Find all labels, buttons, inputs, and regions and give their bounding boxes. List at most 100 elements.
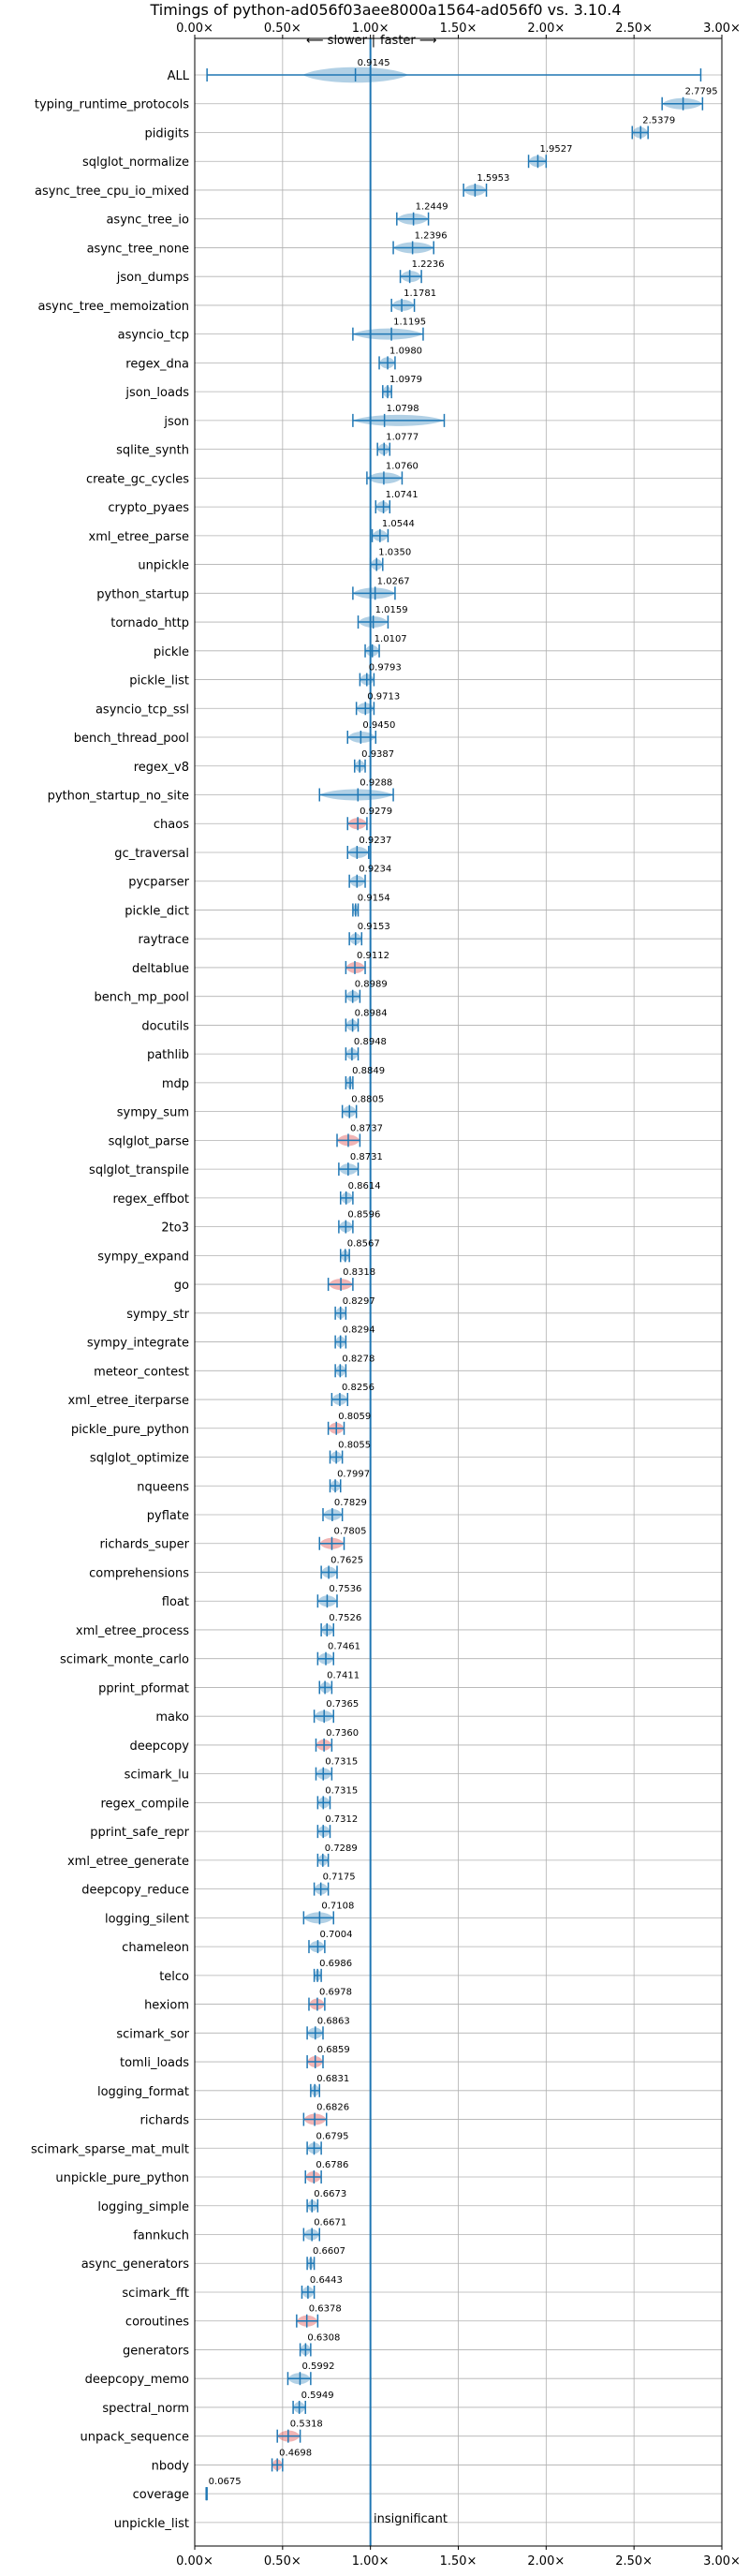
benchmark-label: hexiom: [144, 1999, 189, 2013]
x-axis-ticks: 0.00× 0.00× 0.50× 0.50× 1.00× 1.00× 1.50× 1.50×…: [176, 22, 741, 2569]
benchmark-label: regex_v8: [134, 761, 189, 775]
value-label: 0.6786: [316, 2160, 348, 2170]
x-tick-label-bottom: 2.00×: [527, 2554, 565, 2569]
benchmark-label: telco: [159, 1970, 189, 1984]
value-label: 0.9793: [369, 663, 402, 674]
benchmark-label: generators: [123, 2344, 189, 2358]
benchmark-label: sympy_expand: [97, 1250, 189, 1264]
benchmark-label: ALL: [168, 69, 190, 83]
value-label: 1.0741: [386, 490, 419, 500]
value-label: 0.8297: [343, 1296, 375, 1307]
value-label: 1.0159: [375, 605, 408, 615]
value-label: 0.9154: [358, 893, 390, 903]
value-label: 0.6863: [317, 2016, 350, 2026]
value-label: 1.0267: [377, 576, 410, 586]
x-tick-label-top: 3.00×: [703, 22, 741, 36]
value-label: 0.8294: [343, 1325, 375, 1336]
x-tick-label-top: 1.50×: [440, 22, 477, 36]
value-label: 0.7108: [321, 1901, 354, 1911]
benchmark-label: pidigits: [145, 126, 190, 141]
value-label: 1.0544: [382, 519, 415, 529]
x-tick-label-bottom: 0.00×: [176, 2554, 213, 2569]
value-label: 0.6378: [309, 2304, 342, 2315]
x-tick-label-bottom: 2.50×: [615, 2554, 653, 2569]
benchmark-label: pprint_safe_repr: [90, 1826, 189, 1840]
value-label: 0.9279: [360, 807, 392, 817]
value-label: 0.6986: [319, 1959, 352, 1969]
benchmark-label: sqlglot_transpile: [89, 1163, 189, 1177]
benchmark-label: xml_etree_iterparse: [67, 1394, 189, 1408]
value-label: 1.0107: [374, 634, 407, 644]
value-label: 0.8567: [347, 1238, 380, 1249]
benchmark-label: coverage: [133, 2488, 189, 2502]
value-label: 0.6673: [314, 2189, 346, 2199]
value-label: 0.6978: [319, 1988, 352, 1998]
benchmark-label: pickle_list: [129, 674, 189, 688]
value-label: 0.9234: [359, 865, 391, 875]
x-tick-label-top: 2.50×: [615, 22, 653, 36]
insignificant-label: insignificant: [374, 2512, 448, 2526]
benchmark-label: deepcopy_memo: [85, 2373, 189, 2387]
value-label: 1.1781: [404, 289, 436, 299]
benchmark-label: crypto_pyaes: [108, 501, 189, 515]
x-tick-label-top: 0.50×: [264, 22, 301, 36]
value-label: 0.9713: [367, 691, 400, 702]
benchmark-label: logging_format: [97, 2085, 189, 2099]
value-label: 0.5318: [290, 2420, 323, 2430]
benchmark-label: unpickle: [138, 559, 189, 573]
x-tick-label-bottom: 1.50×: [440, 2554, 477, 2569]
value-labels: 0.9145 2.7795 2.5379 1.9527 1.5953 1.2449 1.23…: [209, 58, 718, 2487]
value-label: 0.8948: [354, 1037, 387, 1047]
value-label: 1.0760: [386, 461, 419, 471]
benchmark-label: xml_etree_generate: [67, 1855, 189, 1869]
value-label: 1.2449: [416, 202, 448, 213]
value-label: 0.9450: [362, 720, 395, 731]
value-label: 0.9237: [359, 836, 391, 846]
benchmark-label: chaos: [154, 818, 189, 832]
benchmark-label: richards: [140, 2114, 190, 2128]
value-label: 0.7004: [319, 1930, 352, 1940]
benchmark-label: sqlglot_normalize: [82, 155, 189, 170]
x-tick-label-top: 0.00×: [176, 22, 213, 36]
benchmark-label: chameleon: [122, 1941, 189, 1955]
benchmark-label: coroutines: [125, 2316, 189, 2330]
value-label: 0.7315: [325, 1785, 358, 1796]
benchmark-label: typing_runtime_protocols: [35, 98, 189, 112]
benchmark-label: asyncio_tcp: [118, 329, 189, 343]
benchmark-label: async_tree_memoization: [37, 300, 189, 314]
benchmark-label: bench_thread_pool: [74, 732, 189, 746]
benchmark-label: deltablue: [132, 962, 189, 976]
value-label: 0.7289: [325, 1843, 358, 1854]
benchmark-label: raytrace: [138, 933, 189, 947]
value-label: 1.0350: [378, 548, 411, 558]
value-label: 2.7795: [685, 87, 718, 97]
value-label: 0.7526: [329, 1613, 361, 1623]
value-label: 1.0979: [389, 375, 422, 385]
value-label: 0.6795: [316, 2131, 349, 2141]
value-label: 0.8059: [338, 1412, 371, 1422]
benchmark-label: json: [163, 415, 189, 429]
plot-frame: [194, 37, 723, 2547]
value-label: 0.7411: [327, 1670, 360, 1680]
benchmark-label: 2to3: [161, 1221, 189, 1236]
benchmark-label: fannkuch: [133, 2229, 189, 2243]
benchmark-label: bench_mp_pool: [94, 991, 189, 1005]
benchmark-label: scimark_monte_carlo: [60, 1653, 189, 1667]
value-label: 2.5379: [642, 115, 675, 126]
x-tick-label-top: 2.00×: [527, 22, 565, 36]
faster-label: faster ⟶: [380, 34, 437, 48]
benchmark-label: unpack_sequence: [80, 2431, 189, 2445]
value-label: 0.7461: [328, 1642, 360, 1652]
benchmark-label: scimark_sor: [116, 2027, 189, 2041]
benchmark-label: spectral_norm: [102, 2402, 189, 2416]
benchmark-label: deepcopy: [129, 1740, 189, 1754]
value-label: 0.9153: [358, 922, 390, 932]
benchmark-label: pickle_dict: [125, 904, 189, 918]
value-label: 0.8256: [342, 1383, 374, 1393]
x-tick-label-top: 1.00×: [352, 22, 389, 36]
benchmark-label: sympy_sum: [117, 1106, 189, 1120]
slower-label: ⟵ slower: [306, 34, 368, 48]
value-label: 0.8849: [352, 1066, 385, 1076]
value-label: 0.7360: [326, 1728, 359, 1739]
